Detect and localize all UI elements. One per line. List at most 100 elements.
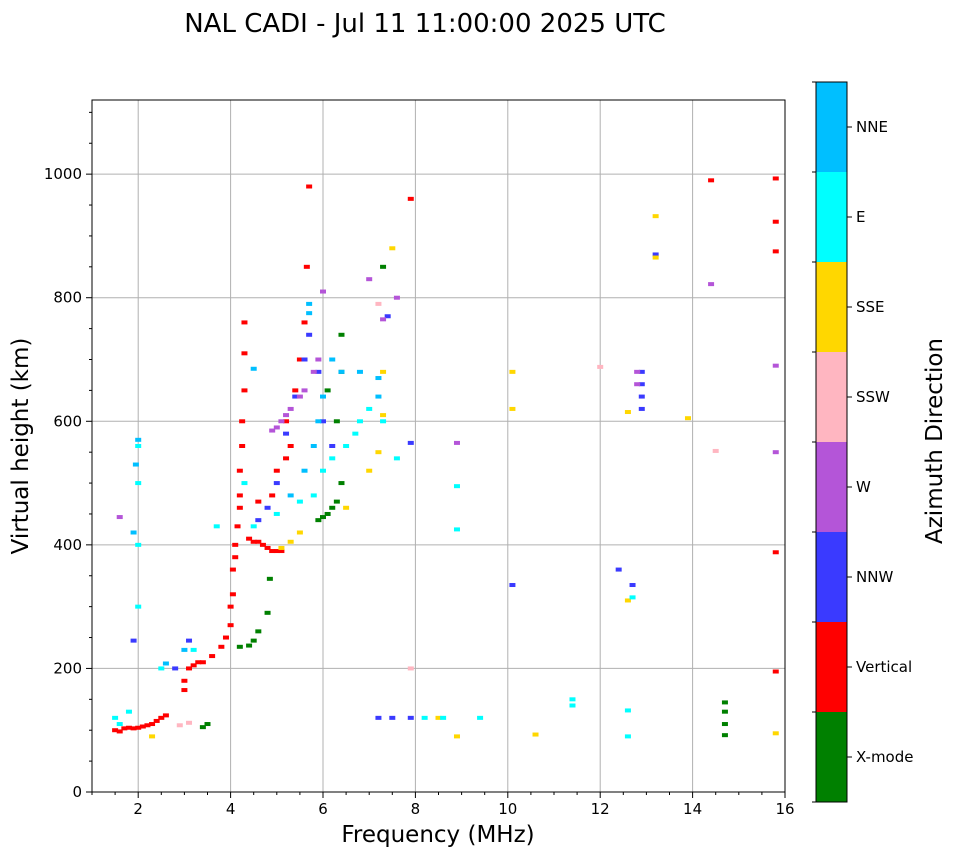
echo-point-x-mode xyxy=(264,610,271,615)
echo-point-w xyxy=(453,440,460,445)
echo-point-vertical xyxy=(269,493,276,498)
echo-point-vertical xyxy=(246,536,253,541)
echo-point-w xyxy=(296,394,303,399)
colorbar-tick-label: NNE xyxy=(856,118,888,136)
echo-point-sse xyxy=(435,715,442,720)
echo-point-w xyxy=(310,369,317,374)
echo-point-vertical xyxy=(135,725,142,730)
echo-point-nnw xyxy=(264,505,271,510)
echo-point-nnw xyxy=(273,481,280,486)
echo-point-sse xyxy=(532,732,539,737)
echo-point-nnw xyxy=(509,583,516,588)
echo-point-vertical xyxy=(195,660,202,665)
echo-point-e xyxy=(135,604,142,609)
echo-point-nne xyxy=(375,394,382,399)
echo-point-nne xyxy=(329,357,336,362)
echo-point-vertical xyxy=(239,444,246,448)
echo-point-w xyxy=(708,282,715,287)
echo-point-vertical xyxy=(218,644,225,649)
echo-point-x-mode xyxy=(236,644,243,649)
chart-title: NAL CADI - Jul 11 11:00:00 2025 UTC xyxy=(184,9,666,39)
echo-point-nnw xyxy=(329,444,336,448)
echo-point-x-mode xyxy=(333,499,340,504)
echo-point-vertical xyxy=(234,524,241,529)
echo-point-e xyxy=(352,431,359,436)
x-axis-ticks: 2 4 6 8 10 12 14 16 xyxy=(91,792,795,818)
echo-point-nne xyxy=(315,419,322,424)
echo-point-x-mode xyxy=(324,388,331,393)
echo-point-x-mode xyxy=(199,725,206,730)
echo-point-x-mode xyxy=(338,332,345,337)
echo-point-x-mode xyxy=(320,515,326,520)
echo-point-sse xyxy=(296,530,303,535)
echo-point-vertical xyxy=(772,249,779,254)
echo-point-e xyxy=(569,697,576,702)
x-tick-label: 6 xyxy=(318,800,328,818)
echo-point-e xyxy=(135,481,142,486)
colorbar-segment xyxy=(816,622,847,712)
echo-point-w xyxy=(320,289,326,294)
echo-point-nne xyxy=(132,462,139,467)
y-tick-label: 400 xyxy=(53,536,82,554)
echo-point-sse xyxy=(624,598,631,603)
echo-point-sse xyxy=(509,369,516,374)
colorbar-tick-label: NNW xyxy=(856,568,893,586)
echo-point-w xyxy=(273,425,280,430)
echo-point-e xyxy=(250,524,257,529)
echo-point-vertical xyxy=(116,729,123,734)
echo-point-w xyxy=(380,317,387,322)
echo-point-sse xyxy=(149,734,156,739)
colorbar-tick-label: Vertical xyxy=(856,658,912,676)
colorbar-segment xyxy=(816,442,847,532)
echo-point-nnw xyxy=(638,382,645,387)
echo-point-e xyxy=(116,722,123,727)
echo-point-ssw xyxy=(375,301,382,306)
colorbar-tick-label: X-mode xyxy=(856,748,913,766)
echo-point-e xyxy=(477,715,484,720)
echo-point-vertical xyxy=(292,388,299,393)
echo-point-vertical xyxy=(296,357,303,362)
echo-point-x-mode xyxy=(255,629,262,634)
echo-point-sse xyxy=(343,505,350,510)
echo-point-e xyxy=(329,456,336,461)
echo-point-w xyxy=(278,419,285,424)
echo-point-sse xyxy=(389,246,396,251)
echo-point-vertical xyxy=(264,545,271,550)
echo-point-ssw xyxy=(712,448,719,453)
echo-point-nnw xyxy=(375,715,382,720)
echo-point-e xyxy=(569,703,576,708)
echo-point-nnw xyxy=(384,314,391,319)
echo-point-x-mode xyxy=(324,511,331,516)
colorbar-segment xyxy=(816,172,847,262)
echo-point-e xyxy=(310,493,317,498)
echo-point-vertical xyxy=(303,264,310,269)
colorbar: X-mode Vertical NNW W SSW SSE E NNE xyxy=(812,81,913,803)
echo-point-vertical xyxy=(255,539,262,544)
echo-point-e xyxy=(158,666,165,671)
echo-point-w xyxy=(315,357,322,362)
y-tick-label: 0 xyxy=(72,783,82,801)
echo-point-nnw xyxy=(629,583,636,588)
echo-point-e xyxy=(380,419,387,424)
echo-point-nne xyxy=(356,369,363,374)
echo-point-nne xyxy=(181,647,188,652)
echo-point-vertical xyxy=(269,549,276,554)
echo-point-nnw xyxy=(186,638,193,643)
echo-point-x-mode xyxy=(250,638,257,643)
echo-point-nne xyxy=(162,661,169,666)
echo-point-vertical xyxy=(236,493,243,498)
echo-point-vertical xyxy=(112,728,119,733)
x-tick-label: 16 xyxy=(775,800,794,818)
echo-point-nnw xyxy=(389,715,396,720)
colorbar-segment xyxy=(816,352,847,442)
echo-point-w xyxy=(366,277,373,282)
echo-point-sse xyxy=(380,369,387,374)
echo-point-w xyxy=(116,515,123,520)
echo-point-nne xyxy=(375,376,382,381)
echo-point-nnw xyxy=(283,431,290,436)
echo-point-e xyxy=(453,527,460,532)
echo-point-vertical xyxy=(407,196,414,201)
colorbar-frame xyxy=(815,81,848,803)
echo-point-nnw xyxy=(407,715,414,720)
echo-point-sse xyxy=(652,214,659,219)
